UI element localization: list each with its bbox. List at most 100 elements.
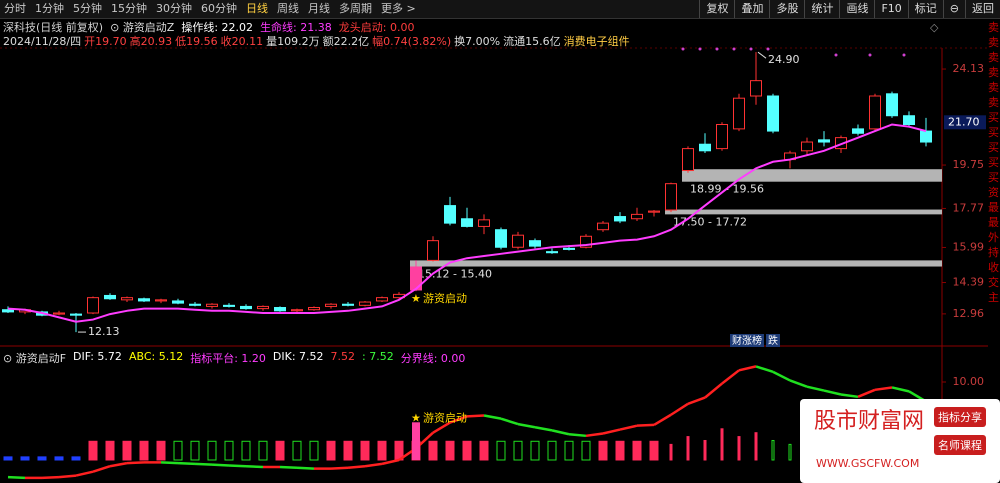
indicator-line [92, 465, 111, 473]
signal-bar [412, 422, 420, 460]
quote-item: 龙头启动: 0.00 [338, 21, 415, 34]
indicator-bar [190, 440, 200, 461]
period-tab[interactable]: 多周期 [339, 2, 372, 15]
stat-item: 2024/11/28/四 [3, 35, 82, 48]
candle-body [886, 93, 898, 117]
support-zone [410, 260, 942, 267]
indicator-label: 游资启动F [15, 352, 67, 365]
tool-button[interactable]: ⊖ [942, 0, 965, 18]
indicator-line [432, 421, 451, 434]
watermark-tag: 指标分享 [934, 407, 986, 427]
indicator-bar [343, 440, 353, 461]
indicator-bar [720, 428, 724, 461]
tool-button[interactable]: 返回 [965, 0, 1000, 18]
indicator-bar [292, 440, 302, 461]
tool-button[interactable]: 画线 [839, 0, 874, 18]
signal-star: ★ [411, 411, 421, 424]
annotation-label: 12.13 [88, 325, 120, 338]
tool-button[interactable]: 叠加 [734, 0, 769, 18]
period-tab[interactable]: 月线 [308, 2, 330, 15]
candle-body [104, 294, 116, 300]
y-tick-label: 24.13 [953, 62, 985, 75]
indicator-bar [564, 440, 574, 461]
tool-button[interactable]: F10 [874, 0, 907, 18]
indicator-bar [737, 436, 741, 461]
stock-title: 深科技(日线 前复权) [3, 21, 104, 34]
tool-buttons: 复权 叠加 多股 统计 画线 F10 标记 ⊖ 返回 [699, 0, 1000, 18]
candle-body [2, 309, 14, 313]
strip-char: 外 [988, 231, 999, 244]
strip-char: 卖 [988, 21, 999, 34]
quote-row: 深科技(日线 前复权) ⊙ 游资启动Z 操作线: 22.02 生命线: 21.38… [3, 19, 414, 35]
indicator-bar [139, 440, 149, 461]
tool-button[interactable]: 标记 [907, 0, 943, 18]
indicator-line [653, 413, 672, 426]
stat-item: 量109.2万 [266, 35, 320, 48]
strip-char: 买 [988, 111, 999, 124]
period-tab[interactable]: 5分钟 [73, 2, 102, 15]
indicator-bar [241, 440, 251, 461]
watermark-site: 股市财富网 [814, 409, 925, 434]
candle-body [733, 97, 745, 130]
candle-body [699, 143, 711, 152]
indicator-line [551, 429, 570, 436]
indicator-line [58, 474, 77, 479]
indicator-bar [105, 440, 115, 461]
indicator-line [517, 422, 536, 429]
indicator-line [789, 379, 808, 388]
strip-char: 卖 [988, 51, 999, 64]
watermark: 股市财富网 WWW.GSCFW.COM 指标分享 名师课程 [800, 399, 1000, 483]
indicator-line [568, 433, 587, 438]
candle-body [767, 95, 779, 132]
candle-body [461, 218, 473, 227]
tool-button[interactable]: 多股 [769, 0, 804, 18]
strip-char: 最 [988, 216, 999, 229]
strip-char: 最 [988, 201, 999, 214]
strip-char: 资 [988, 186, 999, 199]
period-tab[interactable]: 日线 [246, 2, 268, 15]
indicator-bar [3, 456, 13, 461]
indicator-bar [309, 440, 319, 461]
tool-button[interactable]: 统计 [804, 0, 839, 18]
indicator-item: 7.52 [330, 350, 356, 363]
indicator-bar [754, 432, 758, 461]
indicator-bar [360, 440, 370, 461]
indicator-line [126, 461, 145, 465]
indicator-bar [428, 440, 438, 461]
period-tab[interactable]: 更多 > [381, 2, 416, 15]
candle-body [512, 234, 524, 248]
indicator-line [670, 402, 689, 416]
candle-body [818, 139, 830, 143]
indicator-line [330, 466, 349, 470]
indicator-bar [615, 440, 625, 461]
period-tab[interactable]: 分时 [4, 2, 26, 15]
candle-body [580, 235, 592, 248]
candle-body [869, 95, 881, 130]
indicator-bar [88, 440, 98, 461]
indicator-item: : 7.52 [362, 350, 394, 363]
lifeline [7, 123, 927, 323]
period-tab[interactable]: 60分钟 [201, 2, 237, 15]
candle-body [342, 303, 354, 306]
indicator-line [704, 382, 723, 399]
stat-item: 额22.2亿 [322, 35, 370, 48]
strip-char: 卖 [988, 96, 999, 109]
support-zone [682, 169, 942, 182]
strip-char: 卖 [988, 81, 999, 94]
period-tab[interactable]: 周线 [277, 2, 299, 15]
indicator-line [194, 462, 213, 466]
candle-body [750, 80, 762, 97]
period-tab[interactable]: 30分钟 [156, 2, 192, 15]
tool-button[interactable]: 复权 [699, 0, 734, 18]
indicator-bar [54, 456, 64, 461]
candle-body [631, 213, 643, 220]
last-price-label: 21.70 [948, 115, 980, 128]
badge: 财涨榜 [732, 334, 762, 347]
candle-body [682, 148, 694, 172]
candle-body [274, 307, 286, 312]
candle-body [597, 222, 609, 231]
period-tab[interactable]: 15分钟 [111, 2, 147, 15]
indicator-bar [122, 440, 132, 461]
zone-label: 17.50 - 17.72 [673, 215, 747, 228]
period-tab[interactable]: 1分钟 [35, 2, 64, 15]
